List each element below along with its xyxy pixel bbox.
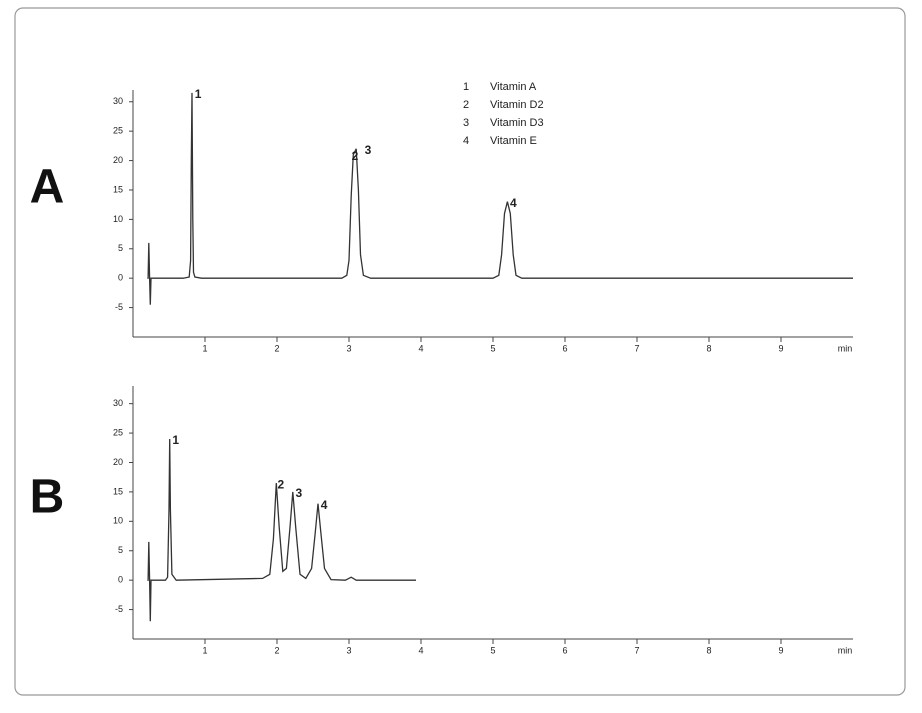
y-tick-label: 0 <box>118 273 123 283</box>
x-tick-label: 6 <box>562 645 567 655</box>
peak-label: 4 <box>510 196 517 210</box>
legend-name: Vitamin E <box>490 135 537 147</box>
x-tick-label: 9 <box>778 645 783 655</box>
x-tick-label: 8 <box>706 645 711 655</box>
peak-label: 3 <box>365 143 372 157</box>
legend-name: Vitamin A <box>490 81 537 93</box>
peak-label: 1 <box>172 433 179 447</box>
legend-name: Vitamin D3 <box>490 117 544 129</box>
x-tick-label: 3 <box>346 343 351 353</box>
x-tick-label: 8 <box>706 343 711 353</box>
peak-label: 2 <box>277 477 284 491</box>
legend-number: 4 <box>463 135 469 147</box>
x-tick-label: 1 <box>202 343 207 353</box>
peak-label: 1 <box>195 87 202 101</box>
peak-label: 4 <box>321 498 328 512</box>
y-tick-label: 10 <box>113 214 123 224</box>
y-tick-label: 15 <box>113 184 123 194</box>
legend-number: 1 <box>463 81 469 93</box>
legend-number: 3 <box>463 117 469 129</box>
peak-label: 2 <box>352 149 359 163</box>
x-tick-label: 1 <box>202 645 207 655</box>
trace <box>147 438 416 622</box>
legend-name: Vitamin D2 <box>490 99 544 111</box>
x-tick-label: 5 <box>490 343 495 353</box>
y-tick-label: 5 <box>118 243 123 253</box>
x-tick-label: 5 <box>490 645 495 655</box>
legend-number: 2 <box>463 99 469 111</box>
x-axis-label: min <box>838 343 853 353</box>
x-tick-label: 4 <box>418 645 423 655</box>
y-tick-label: 30 <box>113 398 123 408</box>
x-tick-label: 9 <box>778 343 783 353</box>
frame <box>14 7 906 696</box>
x-tick-label: 7 <box>634 343 639 353</box>
x-tick-label: 3 <box>346 645 351 655</box>
peak-label: 3 <box>295 486 302 500</box>
x-tick-label: 6 <box>562 343 567 353</box>
y-tick-label: 25 <box>113 427 123 437</box>
x-tick-label: 7 <box>634 645 639 655</box>
x-axis-label: min <box>838 645 853 655</box>
y-tick-label: 5 <box>118 545 123 555</box>
y-tick-label: 30 <box>113 96 123 106</box>
panel-label: B <box>30 471 65 524</box>
y-tick-label: -5 <box>115 604 123 614</box>
y-tick-label: 15 <box>113 486 123 496</box>
x-tick-label: 2 <box>274 645 279 655</box>
trace <box>147 92 853 305</box>
x-tick-label: 4 <box>418 343 423 353</box>
x-tick-label: 2 <box>274 343 279 353</box>
y-tick-label: -5 <box>115 302 123 312</box>
y-tick-label: 20 <box>113 457 123 467</box>
panel-label: A <box>30 161 65 214</box>
y-tick-label: 0 <box>118 575 123 585</box>
y-tick-label: 20 <box>113 155 123 165</box>
y-tick-label: 10 <box>113 516 123 526</box>
y-tick-label: 25 <box>113 126 123 136</box>
